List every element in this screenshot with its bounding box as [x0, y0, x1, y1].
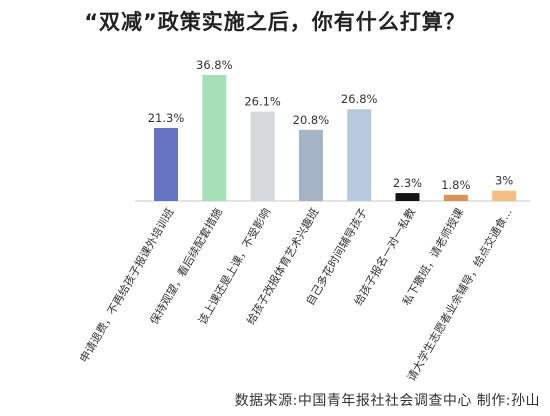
bar-4 [298, 129, 323, 201]
bars-layer [154, 75, 517, 201]
value-labels-layer: 21.3% 36.8% 26.1% 20.8% 26.8% 2.3% 1.8% 3% [148, 58, 514, 192]
bar-value-label-1: 21.3% [148, 111, 185, 125]
bar-5 [347, 109, 372, 201]
bar-3 [250, 111, 275, 201]
bar-8 [492, 190, 517, 201]
bar-1 [154, 128, 178, 201]
bar-value-label-5: 26.8% [341, 92, 378, 106]
bar-value-label-3: 26.1% [244, 95, 281, 109]
category-labels-layer: 申请退费，不再给孩子报课外培训班保持观望，看后续配套措施该上课还是上课，不受影响… [76, 205, 514, 383]
bar-2 [202, 75, 227, 201]
chart-title: “双减”政策实施之后，你有什么打算？ [84, 10, 466, 34]
bar-value-label-6: 2.3% [393, 176, 422, 190]
bar-6 [395, 193, 420, 201]
category-label-1: 申请退费，不再给孩子报课外培训班 [76, 206, 176, 365]
bar-7 [443, 194, 468, 201]
category-label-8: 请大学生志愿者业余辅导，给点交通食... [404, 206, 515, 384]
chart-footer: 数据来源:中国青年报社社会调查中心 制作:孙山 [234, 393, 540, 409]
bar-value-label-4: 20.8% [293, 113, 330, 127]
bar-value-label-7: 1.8% [441, 178, 470, 192]
bar-value-label-2: 36.8% [196, 58, 233, 72]
bar-value-label-8: 3% [495, 174, 513, 188]
